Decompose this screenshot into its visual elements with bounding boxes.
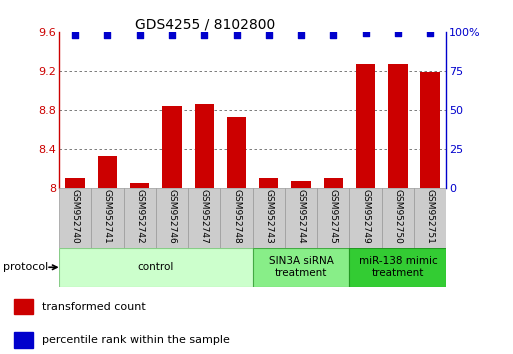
Text: GSM952744: GSM952744 — [297, 189, 306, 244]
Text: GSM952748: GSM952748 — [232, 189, 241, 244]
Text: GSM952741: GSM952741 — [103, 189, 112, 244]
Text: protocol: protocol — [3, 262, 48, 272]
Text: GSM952740: GSM952740 — [71, 189, 80, 244]
Bar — [227, 116, 246, 188]
Text: GSM952750: GSM952750 — [393, 189, 402, 244]
Bar — [91, 188, 124, 248]
Point — [329, 32, 338, 38]
Text: transformed count: transformed count — [42, 302, 146, 312]
Text: SIN3A siRNA
treatment: SIN3A siRNA treatment — [269, 256, 333, 278]
Point — [135, 32, 144, 38]
Point — [297, 32, 305, 38]
Bar — [162, 106, 182, 188]
Text: miR-138 mimic
treatment: miR-138 mimic treatment — [359, 256, 437, 278]
Bar — [252, 248, 349, 287]
Text: GSM952747: GSM952747 — [200, 189, 209, 244]
Text: GDS4255 / 8102800: GDS4255 / 8102800 — [135, 18, 275, 32]
Point — [232, 32, 241, 38]
Bar — [388, 64, 407, 188]
Bar — [188, 188, 221, 248]
Point — [103, 32, 111, 38]
Bar — [14, 332, 33, 348]
Bar — [382, 188, 414, 248]
Bar — [124, 188, 156, 248]
Point — [362, 30, 370, 36]
Bar — [14, 298, 33, 314]
Bar — [252, 188, 285, 248]
Bar — [194, 104, 214, 188]
Point — [71, 32, 79, 38]
Point — [394, 30, 402, 36]
Bar — [317, 188, 349, 248]
Text: GSM952751: GSM952751 — [426, 189, 435, 244]
Bar — [324, 178, 343, 188]
Bar — [97, 156, 117, 188]
Bar — [414, 188, 446, 248]
Bar — [59, 248, 252, 287]
Bar — [59, 188, 91, 248]
Bar — [349, 248, 446, 287]
Point — [265, 32, 273, 38]
Text: percentile rank within the sample: percentile rank within the sample — [42, 335, 230, 345]
Text: GSM952746: GSM952746 — [167, 189, 176, 244]
Point — [200, 32, 208, 38]
Text: GSM952745: GSM952745 — [329, 189, 338, 244]
Bar — [259, 178, 279, 188]
Bar — [285, 188, 317, 248]
Bar — [349, 188, 382, 248]
Bar — [291, 181, 311, 188]
Bar — [130, 183, 149, 188]
Text: GSM952743: GSM952743 — [264, 189, 273, 244]
Bar — [66, 178, 85, 188]
Point — [168, 32, 176, 38]
Bar — [156, 188, 188, 248]
Text: control: control — [137, 262, 174, 272]
Bar — [421, 72, 440, 188]
Bar — [356, 64, 376, 188]
Text: GSM952749: GSM952749 — [361, 189, 370, 244]
Bar — [221, 188, 252, 248]
Point — [426, 30, 435, 36]
Text: GSM952742: GSM952742 — [135, 189, 144, 244]
